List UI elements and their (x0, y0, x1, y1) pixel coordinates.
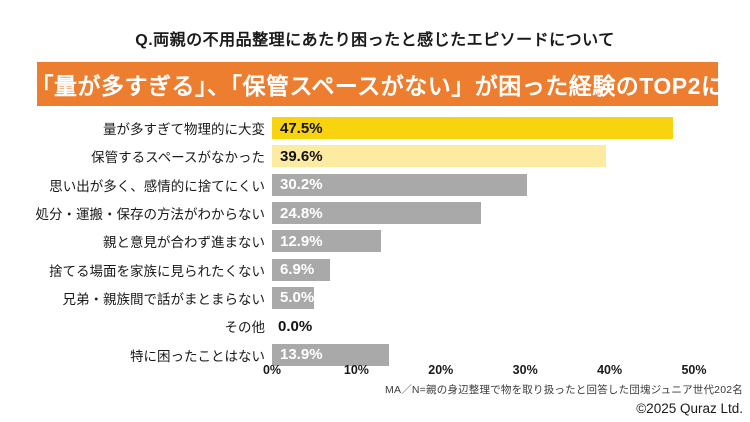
question-title: Q.両親の不用品整理にあたり困ったと感じたエピソードについて (135, 32, 615, 49)
bar: 13.9% (272, 343, 390, 366)
bar-row: 特に困ったことはない 13.9% (0, 340, 750, 368)
bar: 5.0% (272, 286, 315, 309)
bar-row: その他 0.0% (0, 312, 750, 340)
bar-label: 親と意見が合わず進まない (103, 235, 265, 251)
bar-label: 特に困ったことはない (130, 348, 265, 364)
bar: 6.9% (272, 258, 331, 281)
bar: 24.8% (272, 202, 482, 225)
bar-label: 兄弟・親族間で話がまとまらない (62, 291, 266, 307)
x-axis-tick: 30% (512, 363, 538, 377)
bar-value: 5.0% (280, 289, 315, 307)
bar-value: 13.9% (280, 346, 323, 364)
bar: 39.6% (272, 145, 607, 168)
bar-value: 0.0% (278, 317, 313, 335)
bar-label: 保管するスペースがなかった (91, 150, 265, 166)
footnote: MA／N=親の身辺整理で物を取り扱ったと回答した団塊ジュニア世代202名 (385, 384, 743, 396)
bar-label: 思い出が多く、感情的に捨てにくい (49, 178, 265, 194)
bar: 47.5% (272, 117, 673, 140)
bar-value: 24.8% (280, 204, 323, 222)
bar-row: 保管するスペースがなかった 39.6% (0, 142, 750, 170)
x-axis-tick: 10% (343, 363, 369, 377)
x-axis-tick: 20% (428, 363, 454, 377)
bar-value: 47.5% (280, 119, 323, 137)
bar-row: 思い出が多く、感情的に捨てにくい 30.2% (0, 171, 750, 199)
bar-label: その他 (224, 320, 266, 336)
bar: 30.2% (272, 173, 527, 196)
bar-label: 処分・運搬・保存の方法がわからない (35, 207, 266, 223)
bar-value: 30.2% (280, 176, 323, 194)
bar-row: 捨てる場面を家族に見られたくない 6.9% (0, 255, 750, 283)
bar-row: 親と意見が合わず進まない 12.9% (0, 227, 750, 255)
x-axis-tick: 40% (597, 363, 623, 377)
bar-label: 量が多すぎて物理的に大変 (103, 122, 265, 138)
bar-value: 12.9% (280, 232, 323, 250)
copyright: ©2025 Quraz Ltd. (636, 401, 743, 416)
bar-row: 兄弟・親族間で話がまとまらない 5.0% (0, 284, 750, 312)
bar-label: 捨てる場面を家族に見られたくない (49, 263, 265, 279)
x-axis-tick: 0% (262, 363, 282, 377)
bar: 12.9% (272, 230, 381, 253)
headline-text: 「量が多すぎる」、「保管スペースがない」が困った経験のTOP2に (30, 73, 725, 99)
x-axis: 0% 10% 20% 30% 40% 50% (0, 363, 750, 379)
x-axis-tick: 50% (681, 363, 707, 377)
bar-chart: 量が多すぎて物理的に大変 47.5% 保管するスペースがなかった 39.6% 思い出が多… (0, 114, 750, 369)
bar-value: 6.9% (280, 261, 315, 279)
bar-row: 処分・運搬・保存の方法がわからない 24.8% (0, 199, 750, 227)
headline-banner: 「量が多すぎる」、「保管スペースがない」が困った経験のTOP2に (31, 62, 724, 106)
bar-row: 量が多すぎて物理的に大変 47.5% (0, 114, 750, 142)
bar-value: 39.6% (280, 147, 323, 165)
